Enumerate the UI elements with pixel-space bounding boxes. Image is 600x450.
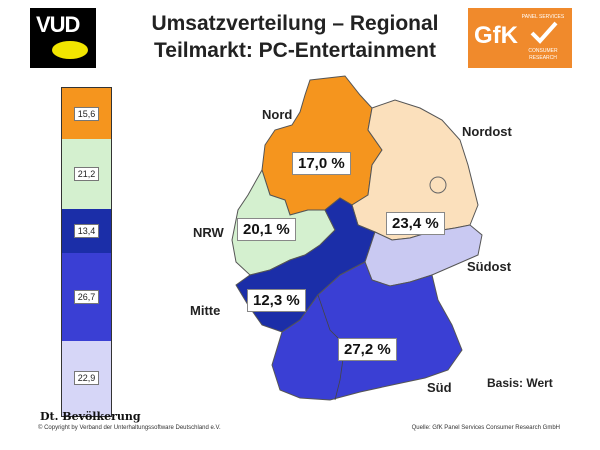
population-column: 15,6 21,2 13,4 26,7 22,9 <box>61 87 112 417</box>
gfk-logo: GfK PANEL SERVICES CONSUMER RESEARCH <box>468 8 572 68</box>
vud-logo-text: VUD <box>36 12 80 37</box>
value-label-mitte: 12,3 % <box>247 289 306 312</box>
gfk-logo-subtext: PANEL SERVICES CONSUMER RESEARCH <box>518 14 568 62</box>
vud-logo-swoosh-icon <box>52 41 88 59</box>
gfk-sub-top: PANEL SERVICES <box>521 14 565 20</box>
page-title: Umsatzverteilung – Regional Teilmarkt: P… <box>120 10 470 64</box>
value-label-nordost: 23,4 % <box>386 212 445 235</box>
region-label-nordost: Nordost <box>462 124 512 139</box>
population-segment: 15,6 <box>62 88 111 141</box>
region-label-sued: Süd <box>427 380 452 395</box>
population-segment: 26,7 <box>62 252 111 342</box>
population-title: Dt. Bevölkerung <box>40 410 141 423</box>
value-label-nrw: 20,1 % <box>237 218 296 241</box>
gfk-sub-bottom: CONSUMER RESEARCH <box>528 48 558 61</box>
region-label-nrw: NRW <box>193 225 224 240</box>
source-text: Quelle: GfK Panel Services Consumer Rese… <box>411 425 560 431</box>
population-segment: 22,9 <box>62 340 111 416</box>
copyright-text: © Copyright by Verband der Unterhaltungs… <box>38 425 221 431</box>
gfk-logo-text: GfK <box>474 22 518 49</box>
region-nord <box>261 75 383 216</box>
basis-annotation: Basis: Wert <box>487 376 553 390</box>
population-value-label: 15,6 <box>73 106 100 121</box>
population-value-label: 26,7 <box>73 289 100 304</box>
population-value-label: 13,4 <box>73 223 100 238</box>
population-value-label: 21,2 <box>73 167 100 182</box>
population-segment: 13,4 <box>62 208 111 254</box>
berlin-marker <box>429 176 447 194</box>
region-label-suedost: Südost <box>467 259 512 274</box>
value-label-sued: 27,2 % <box>338 338 397 361</box>
vud-logo: VUD <box>30 8 96 68</box>
value-label-nord: 17,0 % <box>292 152 351 175</box>
region-label-nord: Nord <box>262 107 293 122</box>
checkmark-icon <box>530 21 558 44</box>
population-value-label: 22,9 <box>73 371 100 386</box>
region-sued <box>271 261 463 401</box>
title-line-2: Teilmarkt: PC-Entertainment <box>154 39 436 62</box>
region-label-mitte: Mitte <box>190 303 221 318</box>
title-line-1: Umsatzverteilung – Regional <box>151 12 439 35</box>
